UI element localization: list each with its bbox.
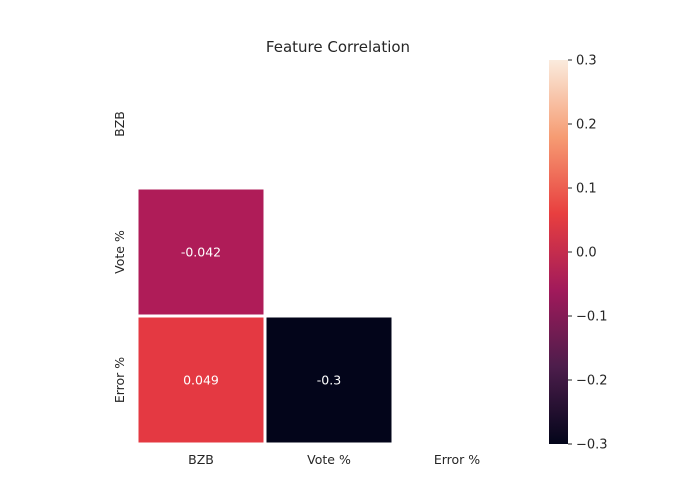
- colorbar-tick-label-1: 0.2: [576, 118, 597, 133]
- colorbar-ticks: 0.3 0.2 0.1 0.0 −0.1 −0.2 −0.3: [568, 54, 608, 453]
- colorbar-tick-label-6: −0.3: [576, 438, 608, 453]
- colorbar-tick-label-3: 0.0: [576, 246, 597, 261]
- y-tick-label-0: BZB: [112, 111, 127, 137]
- x-tick-label-1: Vote %: [307, 452, 351, 467]
- x-tick-label-0: BZB: [188, 452, 214, 467]
- heatmap-cell-0: [138, 189, 264, 315]
- heatmap-cell-2: [266, 317, 392, 443]
- colorbar-tick-label-4: −0.1: [576, 310, 608, 325]
- y-axis-tick-labels: BZB Vote % Error %: [112, 111, 127, 403]
- y-tick-label-2: Error %: [112, 357, 127, 403]
- colorbar: [549, 60, 568, 444]
- x-tick-label-2: Error %: [434, 452, 480, 467]
- x-axis-tick-labels: BZB Vote % Error %: [188, 452, 480, 467]
- heatmap-cell-label-2: -0.3: [317, 373, 341, 388]
- chart-title: Feature Correlation: [266, 38, 410, 56]
- heatmap-cell-label-1: 0.049: [183, 373, 219, 388]
- y-tick-label-1: Vote %: [112, 230, 127, 274]
- heatmap-cell-1: [138, 317, 264, 443]
- colorbar-tick-label-5: −0.2: [576, 374, 608, 389]
- heatmap-cells: -0.042 0.049 -0.3: [138, 189, 392, 443]
- colorbar-tick-label-2: 0.1: [576, 182, 597, 197]
- colorbar-tick-label-0: 0.3: [576, 54, 597, 69]
- heatmap-cell-label-0: -0.042: [181, 245, 221, 260]
